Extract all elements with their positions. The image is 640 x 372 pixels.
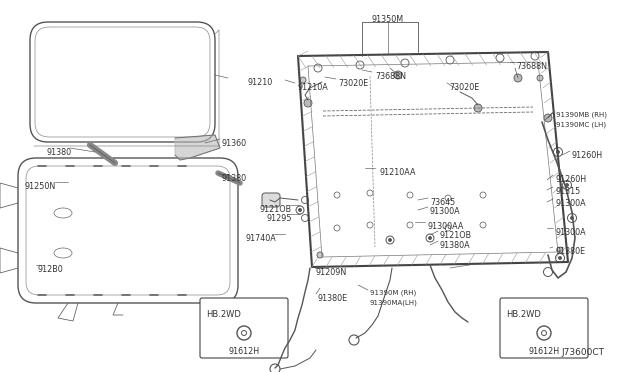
Circle shape <box>566 183 568 186</box>
Circle shape <box>317 252 323 258</box>
Text: 91250N: 91250N <box>25 182 56 191</box>
Circle shape <box>388 238 392 241</box>
Circle shape <box>480 192 486 198</box>
Circle shape <box>367 222 373 228</box>
Circle shape <box>554 148 563 157</box>
Circle shape <box>334 192 340 198</box>
Circle shape <box>474 104 482 112</box>
Text: 91380E: 91380E <box>555 247 585 256</box>
Text: 91300A: 91300A <box>555 199 586 208</box>
Circle shape <box>241 330 246 336</box>
Text: 73688N: 73688N <box>375 72 406 81</box>
Text: 91209N: 91209N <box>316 268 348 277</box>
Circle shape <box>514 74 522 82</box>
Text: 91295: 91295 <box>266 214 292 223</box>
Circle shape <box>298 208 301 212</box>
Text: 91612H: 91612H <box>228 347 260 356</box>
Circle shape <box>557 247 563 253</box>
Text: 91380E: 91380E <box>318 294 348 303</box>
Circle shape <box>563 180 572 189</box>
Text: 91350M: 91350M <box>372 15 404 24</box>
Circle shape <box>301 215 308 221</box>
Text: 912B0: 912B0 <box>38 265 64 274</box>
Text: 91260H: 91260H <box>555 175 586 184</box>
Circle shape <box>394 71 402 79</box>
Circle shape <box>556 253 564 263</box>
Circle shape <box>300 77 306 83</box>
Circle shape <box>426 234 434 242</box>
Text: 91390M (RH): 91390M (RH) <box>370 290 416 296</box>
FancyBboxPatch shape <box>200 298 288 358</box>
Text: 91210A: 91210A <box>298 83 329 92</box>
Text: J73600CT: J73600CT <box>561 348 604 357</box>
Circle shape <box>407 222 413 228</box>
Circle shape <box>496 54 504 62</box>
Circle shape <box>559 257 561 260</box>
Circle shape <box>429 237 431 240</box>
Text: 91380A: 91380A <box>440 241 470 250</box>
Text: 91390MA(LH): 91390MA(LH) <box>370 299 418 305</box>
Circle shape <box>537 326 551 340</box>
Text: 73020E: 73020E <box>449 83 479 92</box>
Text: 91380: 91380 <box>47 148 72 157</box>
Text: HB.2WD: HB.2WD <box>506 310 541 319</box>
Circle shape <box>314 64 322 72</box>
Text: 91740A: 91740A <box>245 234 276 243</box>
Circle shape <box>334 225 340 231</box>
Circle shape <box>570 217 573 219</box>
Circle shape <box>304 99 312 107</box>
Circle shape <box>349 335 359 345</box>
FancyBboxPatch shape <box>262 193 280 207</box>
Circle shape <box>367 190 373 196</box>
Circle shape <box>407 192 413 198</box>
Text: 73020E: 73020E <box>338 79 368 88</box>
Circle shape <box>386 236 394 244</box>
Circle shape <box>296 206 304 214</box>
Circle shape <box>356 61 364 69</box>
Text: 91210AA: 91210AA <box>380 168 417 177</box>
Text: 9121OB: 9121OB <box>260 205 292 214</box>
Text: HB.2WD: HB.2WD <box>206 310 241 319</box>
Circle shape <box>557 151 559 154</box>
Text: 73688N: 73688N <box>516 62 547 71</box>
Circle shape <box>543 267 552 276</box>
Text: 91380: 91380 <box>222 174 247 183</box>
Text: 91300A: 91300A <box>555 228 586 237</box>
Circle shape <box>301 196 308 203</box>
Circle shape <box>541 330 547 336</box>
Circle shape <box>270 364 280 372</box>
Text: 73645: 73645 <box>430 198 455 207</box>
Circle shape <box>401 59 409 67</box>
Text: 91210: 91210 <box>248 78 273 87</box>
Text: 91612H: 91612H <box>529 347 559 356</box>
Circle shape <box>544 114 552 122</box>
Text: 91360: 91360 <box>222 139 247 148</box>
Circle shape <box>568 214 577 222</box>
Text: 91260H: 91260H <box>572 151 603 160</box>
Circle shape <box>480 222 486 228</box>
Circle shape <box>445 225 451 231</box>
Text: 91390MB (RH): 91390MB (RH) <box>556 112 607 119</box>
Text: 91315: 91315 <box>555 187 580 196</box>
Text: 9121OB: 9121OB <box>440 231 472 240</box>
Text: 91390MC (LH): 91390MC (LH) <box>556 121 606 128</box>
Circle shape <box>445 195 451 201</box>
Circle shape <box>237 326 251 340</box>
FancyBboxPatch shape <box>500 298 588 358</box>
Circle shape <box>531 52 539 60</box>
Circle shape <box>537 75 543 81</box>
Text: 91300A: 91300A <box>430 207 461 216</box>
Polygon shape <box>175 135 220 160</box>
Text: 91300AA: 91300AA <box>428 222 465 231</box>
Circle shape <box>446 56 454 64</box>
